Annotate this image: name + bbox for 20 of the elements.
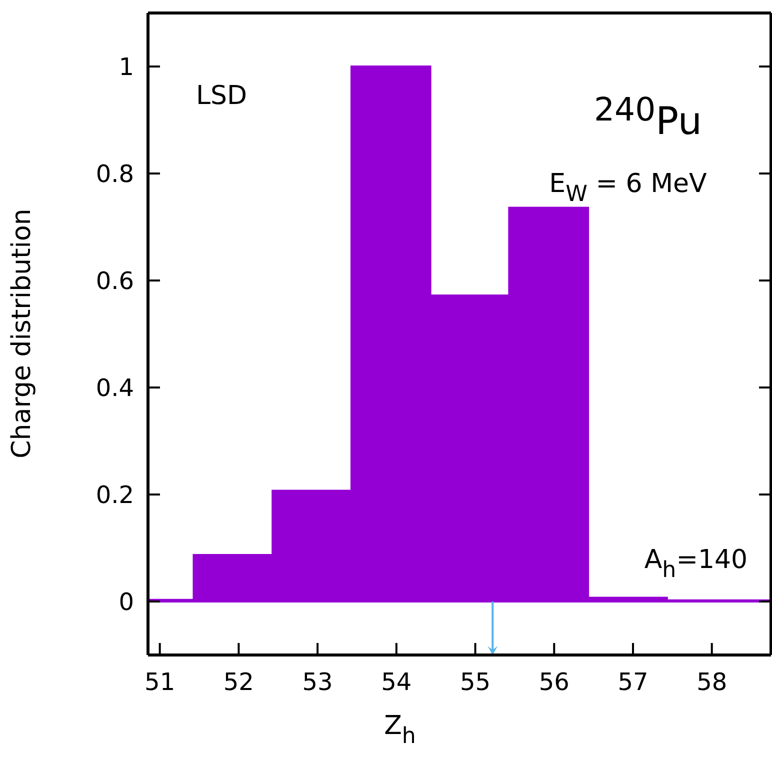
x-axis-title: Z$_{h}$ xyxy=(384,711,416,750)
y-tick-label: 0.8 xyxy=(96,160,134,188)
y-tick-label: 0.4 xyxy=(96,374,134,402)
x-tick-label: 57 xyxy=(618,668,648,696)
x-tick-label: 56 xyxy=(538,668,570,696)
y-tick-label: 1 xyxy=(118,53,134,82)
x-tick-label: 52 xyxy=(223,668,254,696)
x-tick-label: 53 xyxy=(302,668,333,696)
y-tick-label: 0 xyxy=(118,588,134,616)
y-tick-label: 0.6 xyxy=(96,267,134,296)
x-tick-label: 54 xyxy=(381,668,412,696)
annotation: A$_{h}$=140 xyxy=(644,545,748,584)
annotation: $^{240}$Pu xyxy=(594,90,702,143)
x-tick-label: 55 xyxy=(460,668,491,696)
annotation: LSD xyxy=(196,81,248,111)
annotation: E$_{W}$ = 6 MeV xyxy=(549,169,708,208)
y-tick-label: 0.2 xyxy=(96,481,134,510)
y-axis-title: Charge distribution xyxy=(7,208,37,458)
x-tick-label: 51 xyxy=(144,668,176,696)
x-tick-label: 58 xyxy=(696,668,728,696)
